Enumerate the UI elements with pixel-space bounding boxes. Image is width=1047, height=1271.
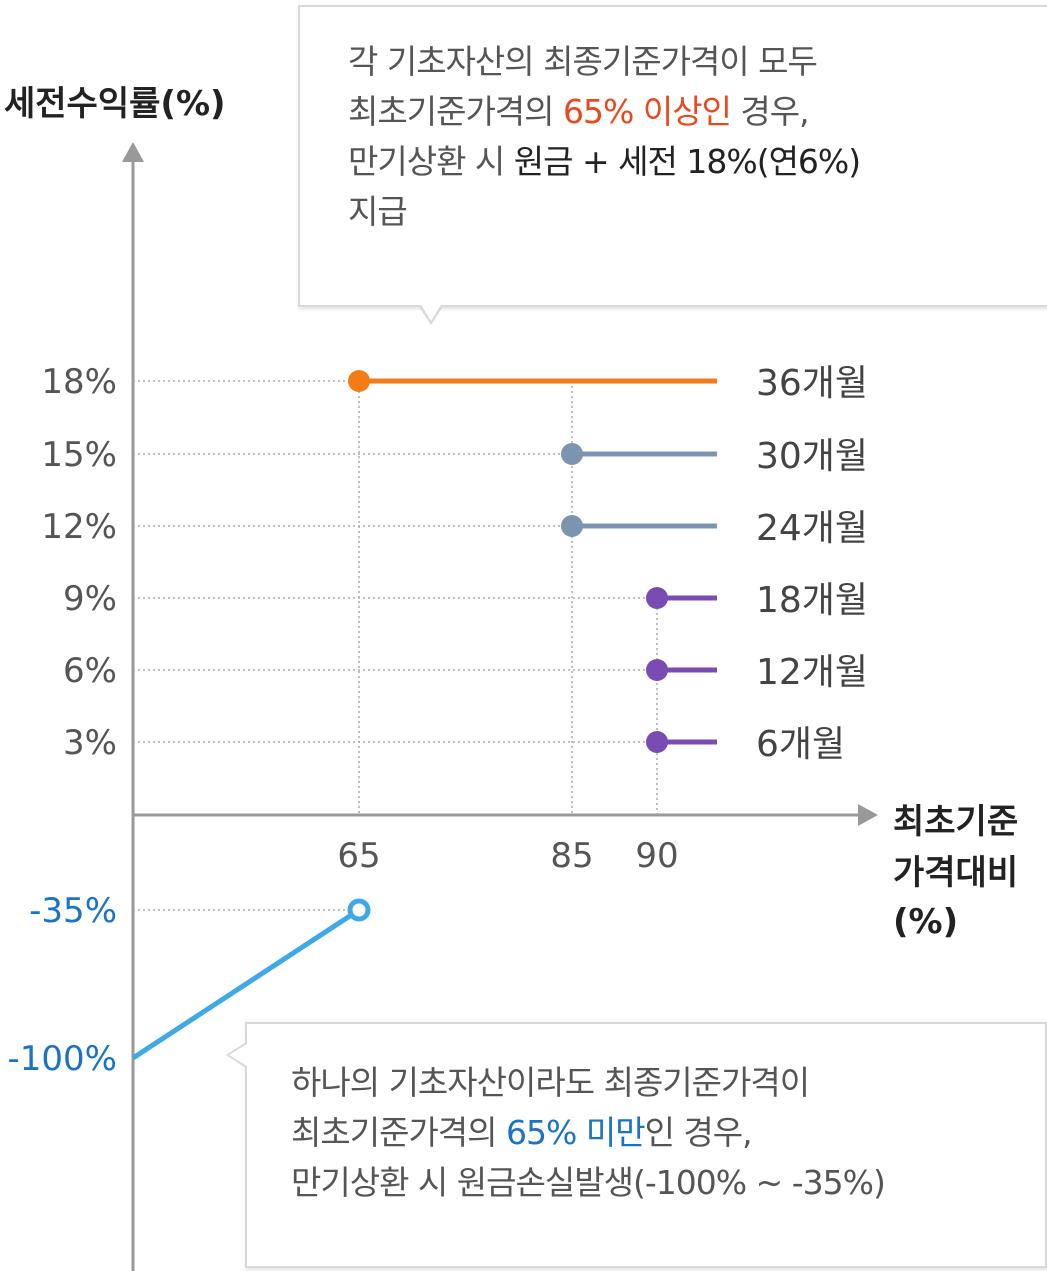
x-axis-title-line1: 최초기준 (893, 802, 1018, 842)
series-marker (561, 443, 583, 465)
callout-top-line3-a: 만기상환 시 (348, 142, 514, 181)
callout-bottom-line2: 최초기준가격의 65% 미만인 경우, (291, 1108, 1045, 1158)
series-label: 30개월 (756, 436, 868, 477)
x-axis-title-line3: (%) (893, 902, 958, 942)
series-label: 24개월 (756, 508, 868, 549)
callout-bottom-line1: 하나의 기초자산이라도 최종기준가격이 (291, 1063, 810, 1102)
callout-bottom-line2-a: 최초기준가격의 (291, 1113, 507, 1152)
callout-top-payout: 원금 + 세전 18%(연6%) (513, 142, 861, 181)
callout-top-pointer (420, 303, 442, 321)
y-tick-label: -35% (29, 891, 117, 931)
callout-top-line2: 최초기준가격의 65% 이상인 경우, (348, 87, 1047, 137)
y-tick-label: 9% (63, 579, 117, 619)
callout-top-line1: 각 기초자산의 최종기준가격이 모두 (348, 42, 818, 81)
y-tick-label: 3% (63, 723, 117, 763)
y-tick-label: -100% (8, 1039, 117, 1079)
y-axis-arrow-icon (122, 142, 144, 162)
x-tick-label: 65 (337, 836, 380, 876)
callout-top-threshold: 65% 이상인 (563, 92, 732, 131)
callout-gain-condition: 각 기초자산의 최종기준가격이 모두 최초기준가격의 65% 이상인 경우, 만… (298, 5, 1047, 307)
callout-loss-condition: 하나의 기초자산이라도 최종기준가격이 최초기준가격의 65% 미만인 경우, … (245, 1022, 1047, 1268)
callout-bottom-threshold: 65% 미만 (506, 1113, 646, 1152)
y-tick-label: 18% (41, 362, 117, 402)
x-axis-title-line2: 가격대비 (893, 853, 1018, 893)
series-label: 12개월 (756, 652, 868, 693)
x-tick-label: 90 (635, 836, 678, 876)
callout-top-line2-a: 최초기준가격의 (348, 92, 564, 131)
callout-top-line3: 만기상환 시 원금 + 세전 18%(연6%) (348, 137, 1047, 187)
callout-top-line2-c: 경우, (730, 92, 809, 131)
x-tick-label: 85 (550, 836, 593, 876)
series-label: 36개월 (756, 363, 868, 404)
loss-open-marker (347, 898, 371, 922)
callout-top-line4: 지급 (348, 192, 408, 231)
series-label: 18개월 (756, 580, 868, 621)
series-marker (646, 659, 668, 681)
y-tick-label: 6% (63, 651, 117, 691)
y-axis-title: 세전수익률(%) (4, 84, 226, 124)
y-tick-label: 12% (41, 507, 117, 547)
series-marker (646, 587, 668, 609)
callout-bottom-line2-c: 인 경우, (644, 1113, 753, 1152)
loss-line (131, 907, 361, 1061)
series-marker (646, 731, 668, 753)
callout-bottom-line3: 만기상환 시 원금손실발생(-100% ~ -35%) (291, 1163, 886, 1202)
series-marker (348, 370, 370, 392)
y-tick-label: 15% (41, 435, 117, 475)
callout-bottom-pointer (229, 1044, 247, 1066)
series-marker (561, 515, 583, 537)
series-label: 6개월 (756, 724, 845, 765)
x-axis-arrow-icon (858, 804, 878, 826)
